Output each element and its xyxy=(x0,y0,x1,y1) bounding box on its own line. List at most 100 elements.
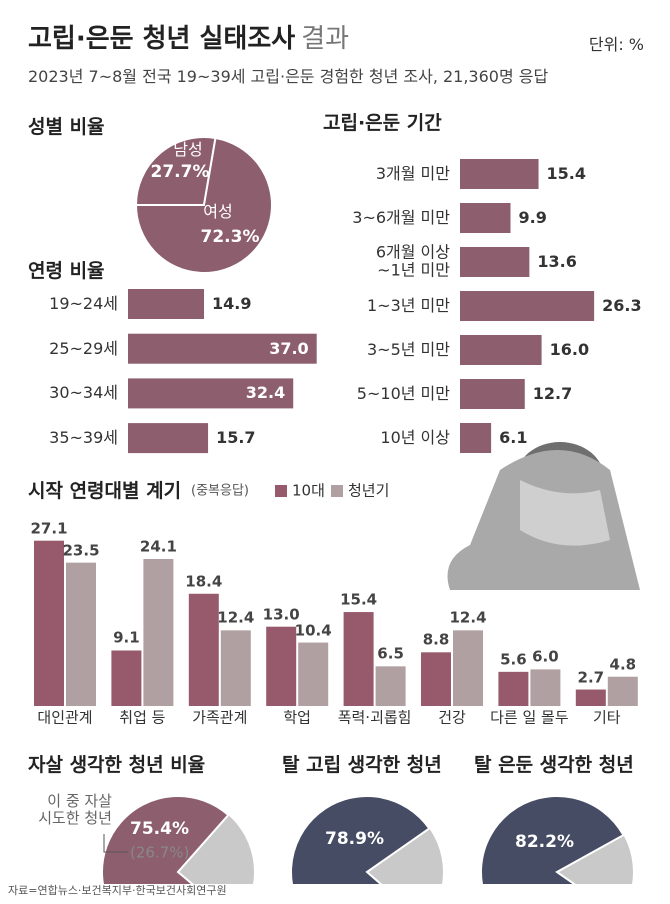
bar xyxy=(530,669,561,706)
category-label: 5~10년 미만 xyxy=(356,383,450,403)
bar xyxy=(343,612,374,706)
category-label: 폭력·괴롭힘 xyxy=(337,708,412,727)
value-label: 37.0 xyxy=(269,338,309,358)
value-label: 8.8 xyxy=(422,630,450,649)
pie-label: 남성 xyxy=(173,139,203,159)
category-label: 19~24세 xyxy=(49,293,118,313)
value-label: 12.7 xyxy=(532,383,573,403)
value-label: 6.5 xyxy=(377,644,404,663)
category-label: 가족관계 xyxy=(192,708,248,727)
legend-swatch xyxy=(331,485,343,497)
bar xyxy=(66,562,96,706)
category-label: 학업 xyxy=(283,708,311,727)
category-label: 3~6개월 미만 xyxy=(352,207,450,227)
pie-slice xyxy=(134,136,217,206)
bar xyxy=(460,247,530,277)
chart-title: 자살 생각한 청년 비율 xyxy=(28,754,206,777)
pie-value-label: 75.4% xyxy=(130,819,189,840)
category-label: 3개월 미만 xyxy=(375,163,450,183)
category-label: 10년 이상 xyxy=(380,427,450,447)
bar xyxy=(460,159,539,189)
value-label: 6.0 xyxy=(532,647,559,666)
category-label: 건강 xyxy=(438,708,466,727)
pie-slice xyxy=(134,136,273,274)
bar xyxy=(188,593,219,706)
value-label: 27.1 xyxy=(30,519,68,538)
value-label: 24.1 xyxy=(139,537,177,556)
bar xyxy=(128,333,317,364)
subtitle: 2023년 7~8월 전국 19~39세 고립·은둔 경험한 청년 조사, 21… xyxy=(28,67,549,86)
bar xyxy=(498,671,529,706)
bar xyxy=(575,689,606,706)
bar xyxy=(266,626,297,706)
category-label: 30~34세 xyxy=(49,383,118,403)
category-label: 대인관계 xyxy=(37,708,93,727)
bar xyxy=(128,289,204,319)
bar xyxy=(460,203,511,233)
pie-value-label: 27.7% xyxy=(150,162,210,183)
value-label: 15.4 xyxy=(340,590,378,609)
category-label: 3~5년 미만 xyxy=(366,339,450,359)
bar xyxy=(143,558,174,706)
category-label: 기타 xyxy=(592,708,621,727)
pie-label: 여성 xyxy=(203,201,233,221)
pie-value-label: 82.2% xyxy=(515,832,574,853)
value-label: 6.1 xyxy=(499,427,528,447)
annotation: 이 중 자살 시도한 청년 xyxy=(38,791,112,827)
unit: 단위: % xyxy=(588,35,644,54)
bar xyxy=(375,666,406,706)
value-label: 13.6 xyxy=(537,251,577,271)
value-label: 18.4 xyxy=(185,572,223,591)
value-label: 13.0 xyxy=(262,605,300,624)
value-label: 4.8 xyxy=(609,655,637,674)
header: 고립·은둔 청년 실태조사 결과 xyxy=(28,18,349,55)
value-label: 2.7 xyxy=(577,667,605,686)
legend-label: 10대 xyxy=(292,481,325,500)
pie xyxy=(134,136,273,274)
value-label: 10.4 xyxy=(294,620,332,639)
chart-title: 연령 비율 xyxy=(28,260,105,283)
category-label: 35~39세 xyxy=(49,427,118,447)
bar xyxy=(298,642,329,706)
chart-title: 시작 연령대별 계기 xyxy=(28,480,182,503)
value-label: 12.4 xyxy=(217,608,255,627)
chart-title: 탈 고립 생각한 청년 xyxy=(282,754,442,777)
value-label: 9.1 xyxy=(113,628,140,647)
pie xyxy=(290,795,443,884)
leader-line xyxy=(103,834,128,853)
bar xyxy=(460,291,595,321)
value-label: 32.4 xyxy=(245,383,286,403)
bar xyxy=(460,379,525,409)
bar xyxy=(453,630,483,706)
category-label: 6개월 이상 ~1년 미만 xyxy=(375,242,450,280)
value-label: 15.7 xyxy=(216,427,256,447)
bar xyxy=(607,676,638,706)
value-label: 12.4 xyxy=(449,608,487,627)
title: 고립·은둔 청년 실태조사 xyxy=(28,24,296,54)
value-label: 26.3 xyxy=(602,295,642,315)
chart-title: 성별 비율 xyxy=(28,116,105,139)
bar xyxy=(111,650,142,706)
bar xyxy=(421,652,451,706)
legend-swatch xyxy=(275,485,287,497)
bar xyxy=(460,423,492,453)
pie-slice xyxy=(480,795,625,884)
pie-value-label: 72.3% xyxy=(200,227,260,248)
value-label: 9.9 xyxy=(518,207,547,227)
pie-value-label: 78.9% xyxy=(325,829,384,850)
title-suffix: 결과 xyxy=(301,24,350,54)
bar xyxy=(128,378,294,409)
chart-subtitle: (중복응답) xyxy=(191,483,249,499)
category-label: 취업 등 xyxy=(119,708,166,727)
pie xyxy=(101,795,254,884)
sub-value-label: (26.7%) xyxy=(130,843,190,862)
bar xyxy=(128,423,209,454)
bar xyxy=(34,540,64,706)
legend-label: 청년기 xyxy=(348,481,390,500)
value-label: 5.6 xyxy=(500,650,527,669)
value-label: 14.9 xyxy=(211,293,252,313)
value-label: 15.4 xyxy=(546,163,587,183)
category-label: 25~29세 xyxy=(49,338,118,358)
